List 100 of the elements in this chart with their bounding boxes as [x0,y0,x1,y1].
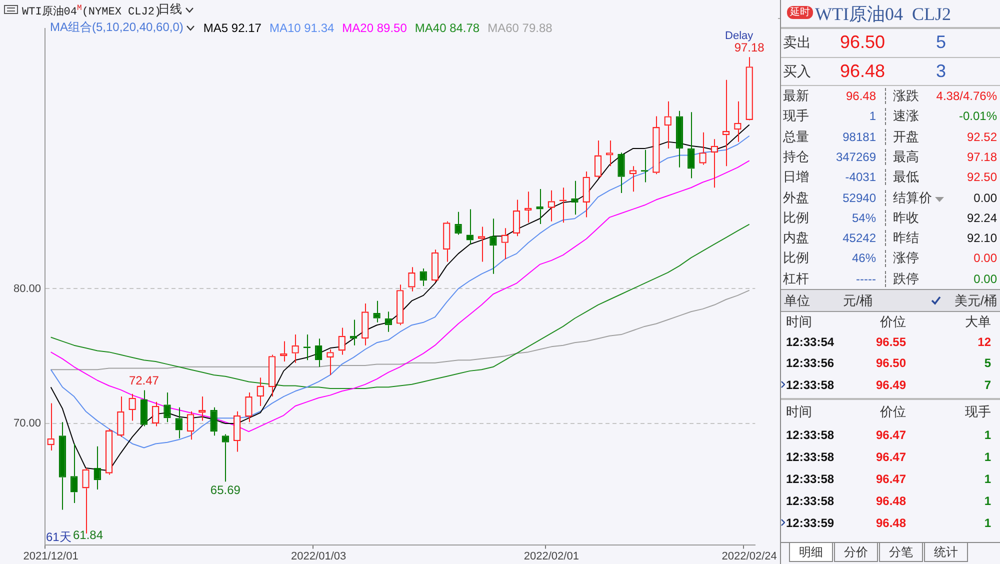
candlestick [594,140,602,179]
text: 总量 [783,128,809,146]
text: 最高 [893,148,919,166]
text: 92.50 [966,169,997,186]
candlestick [629,166,637,192]
text: WTI原油04 CLJ2 [815,3,951,26]
text: 1 [983,493,991,510]
annotation: 65.69 [210,482,241,497]
candlestick [490,218,497,274]
text: MA40 84.78 [414,20,480,34]
text: 最低 [893,168,919,186]
chart-subtitle: 日线 [158,1,182,16]
text: 1 [868,108,876,126]
text: 92.10 [966,230,997,248]
text: 比例 [783,249,809,268]
text: -4031 [844,169,876,186]
text: 结算价 [893,188,932,206]
text: 大单 [964,313,991,331]
candlestick [582,170,590,218]
candlestick [164,392,171,423]
text: 跌停 [893,270,919,288]
text: 1 [983,449,991,466]
text: 日增 [783,168,809,186]
text: 4.38/4.76% [935,88,997,105]
legend-title: MA组合(5,10,20,40,60,0) [50,19,184,36]
text: 96.48 [874,493,906,510]
candlestick [524,191,532,224]
text: 5 [983,355,991,372]
text: 7 [983,376,991,394]
candlestick [722,79,730,167]
text: 347269 [834,148,876,166]
text: 46% [850,250,876,268]
text: 持仓 [783,148,809,166]
text: 45242 [842,230,876,248]
candlestick [128,393,136,422]
candlestick [245,392,252,423]
candlestick [186,410,194,440]
text: 昨结 [893,229,919,248]
text: 1 [983,471,991,488]
candlestick [198,396,206,422]
y-tick-label: 70.00 [13,418,41,430]
text: 内盘 [783,229,809,248]
candlestick [688,112,695,179]
text: 0.00 [972,250,997,268]
candlestick [652,116,660,175]
text: 1 [983,427,991,444]
text: -0.01% [958,108,997,126]
text: 12:33:59 [786,515,834,532]
annotation: 61.84 [73,528,104,542]
candlestick [314,338,322,368]
text: 0.00 [974,190,997,204]
candlestick [210,406,218,436]
text: 单位 [784,292,810,310]
x-tick-label: 2022/02/01 [524,550,579,562]
text: 12:33:54 [786,334,834,351]
text: 元/桶 [843,292,873,310]
text: 92.52 [966,128,997,146]
text: MA10 91.34 [269,20,334,34]
candlestick [175,406,182,439]
candlestick [58,422,66,510]
text: 买入 [783,62,811,81]
text: 96.49 [874,376,906,394]
x-tick-label: 2022/01/03 [291,550,346,562]
x-tick-label: 2021/12/01 [23,550,78,562]
text: 12 [976,334,991,351]
candlestick [618,152,625,194]
annotation: Delay [725,30,754,42]
text: 最新 [783,87,809,105]
text: 0.00 [972,270,997,288]
text: 12:33:58 [786,493,834,510]
annotation: 72.47 [128,374,160,388]
text: 美元/桶 [953,292,997,310]
text: 12:33:58 [786,427,834,444]
text: 52940 [842,190,876,206]
y-tick-label: 80.00 [13,282,41,295]
candlestick [140,390,148,427]
text: 98181 [842,128,876,146]
text: 96.48 [874,515,906,532]
candlestick [443,220,450,262]
text: 比例 [783,208,809,227]
candlestick [384,311,392,332]
text: 96.47 [874,449,906,466]
text: 涨停 [893,249,919,268]
annotation: 97.18 [734,40,765,54]
candlestick [571,180,578,216]
text: 卖出 [783,33,811,52]
candlestick [512,199,520,237]
text: 外盘 [783,188,809,206]
text: 杠杆 [783,270,809,288]
text: 96.50 [838,31,885,54]
candlestick [152,401,160,427]
text: 96.47 [874,471,906,488]
text: 12:33:58 [786,376,834,394]
text: 现手 [783,107,809,126]
text: 54% [850,210,876,227]
text: 价位 [879,403,906,421]
text: 96.55 [874,334,906,351]
candlestick [408,266,416,292]
text: 12:33:58 [786,449,834,466]
text: 3 [936,60,946,83]
